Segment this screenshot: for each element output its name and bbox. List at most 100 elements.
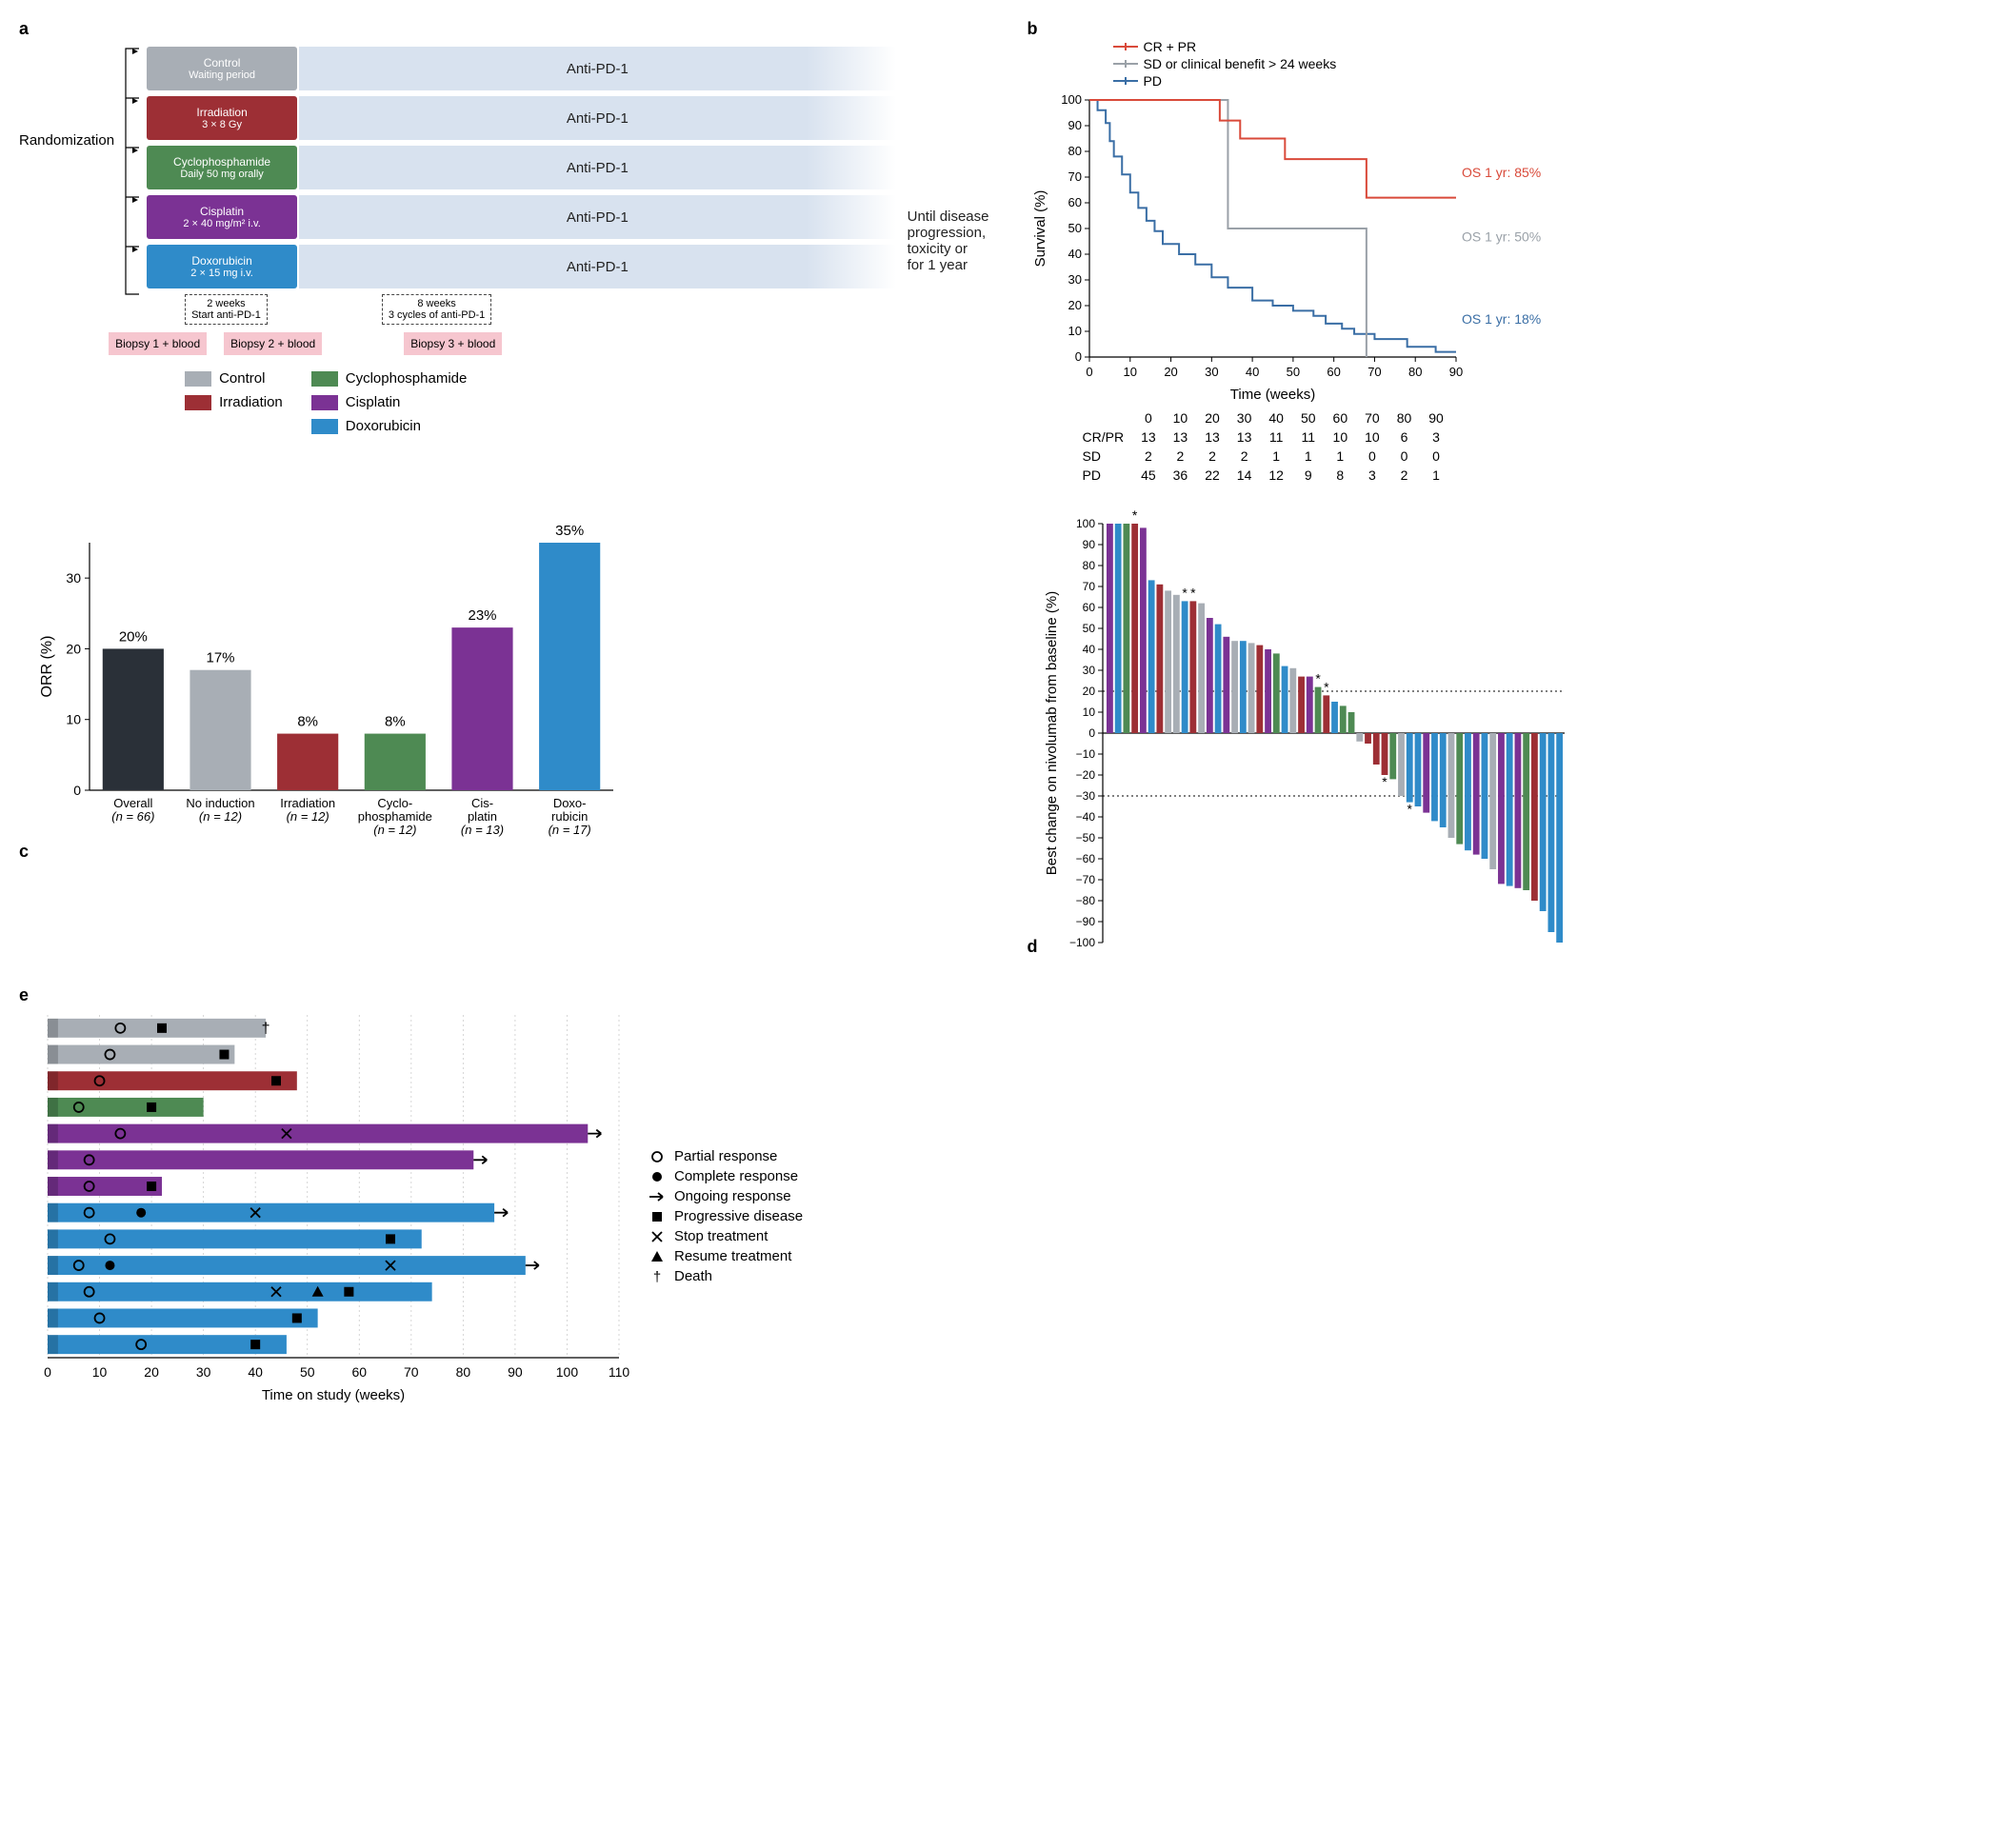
biopsy-2: Biopsy 2 + blood	[224, 332, 322, 355]
svg-text:40: 40	[1245, 365, 1258, 379]
swimmer-bar	[48, 1177, 162, 1196]
panel-c: c 0102030ORR (%)20%Overall(n = 66)17%No …	[19, 514, 989, 957]
waterfall-bar	[1482, 733, 1488, 859]
svg-text:ORR (%): ORR (%)	[39, 636, 55, 698]
svg-text:50: 50	[1083, 622, 1096, 635]
km-legend-item: PD	[1113, 73, 1998, 89]
svg-text:10: 10	[66, 712, 81, 727]
randomization-label: Randomization	[19, 132, 114, 149]
svg-text:100: 100	[1076, 517, 1095, 530]
svg-text:20: 20	[1083, 685, 1096, 698]
waterfall-bar	[1489, 733, 1496, 869]
svg-text:90: 90	[1083, 538, 1096, 551]
km-legend: CR + PRSD or clinical benefit > 24 weeks…	[1113, 39, 1998, 89]
waterfall-bar	[1465, 733, 1471, 850]
svg-text:−100: −100	[1069, 936, 1095, 949]
svg-text:*: *	[1407, 802, 1413, 817]
svg-text:8%: 8%	[385, 714, 406, 730]
note-8weeks: 8 weeks 3 cycles of anti-PD-1	[382, 294, 491, 325]
waterfall-bar	[1356, 733, 1363, 742]
svg-text:20: 20	[1164, 365, 1177, 379]
svg-text:40: 40	[248, 1364, 263, 1380]
swimmer-bar	[48, 1203, 494, 1222]
waterfall-bar	[1431, 733, 1438, 821]
svg-text:110: 110	[609, 1364, 630, 1380]
swim-legend-item: Resume treatment	[648, 1248, 803, 1264]
waterfall-bar	[1173, 595, 1180, 733]
svg-text:rubicin: rubicin	[551, 809, 588, 824]
svg-text:OS 1 yr: 85%: OS 1 yr: 85%	[1462, 165, 1541, 180]
svg-text:Overall: Overall	[113, 796, 152, 810]
panel-a-label: a	[19, 19, 29, 38]
svg-text:10: 10	[92, 1364, 108, 1380]
waterfall-bar	[1389, 733, 1396, 779]
svg-text:−20: −20	[1076, 768, 1096, 782]
waterfall-bar	[1282, 666, 1288, 733]
svg-text:−40: −40	[1076, 810, 1096, 824]
svg-text:70: 70	[1068, 169, 1081, 184]
waterfall-bar	[1407, 733, 1413, 803]
svg-text:0: 0	[44, 1364, 51, 1380]
waterfall-bar	[1307, 677, 1313, 733]
legend-item: Cisplatin	[311, 394, 468, 410]
waterfall-bar	[1548, 733, 1555, 932]
panel-e: e 0102030405060708090100110Time on study…	[19, 985, 989, 1405]
waterfall-bar	[1382, 733, 1388, 775]
svg-text:90: 90	[1448, 365, 1462, 379]
km-chart: 0102030405060708090100010203040506070809…	[1028, 90, 1561, 405]
svg-text:80: 80	[456, 1364, 471, 1380]
waterfall-bar	[1473, 733, 1480, 855]
arm-irradiation: Irradiation3 × 8 Gy	[147, 96, 297, 140]
svg-text:50: 50	[1286, 365, 1299, 379]
svg-text:80: 80	[1068, 144, 1081, 158]
waterfall-bar	[1190, 601, 1197, 733]
svg-text:*: *	[1132, 507, 1138, 523]
risk-table: 0102030405060708090CR/PR1313131311111010…	[1073, 407, 1453, 486]
waterfall-bar	[1373, 733, 1380, 765]
km-legend-item: SD or clinical benefit > 24 weeks	[1113, 56, 1998, 71]
waterfall-bar	[1398, 733, 1405, 796]
svg-text:20: 20	[144, 1364, 159, 1380]
svg-text:−50: −50	[1076, 831, 1096, 845]
waterfall-bar	[1440, 733, 1447, 827]
swimmer-bar	[48, 1098, 204, 1117]
waterfall-bar	[1556, 733, 1563, 943]
orr-bar	[539, 543, 600, 790]
swimmer-bar	[48, 1124, 588, 1143]
orr-bar	[364, 734, 425, 790]
svg-text:OS 1 yr: 50%: OS 1 yr: 50%	[1462, 229, 1541, 245]
until-note: Until disease progression, toxicity or f…	[908, 209, 989, 273]
svg-text:50: 50	[1068, 221, 1081, 235]
svg-text:(n = 12): (n = 12)	[286, 809, 329, 824]
waterfall-bar	[1240, 641, 1247, 733]
waterfall-bar	[1157, 585, 1164, 733]
panel-e-label: e	[19, 985, 29, 1004]
orr-bar	[102, 648, 163, 790]
svg-text:No induction: No induction	[186, 796, 254, 810]
waterfall-bar	[1331, 702, 1338, 733]
waterfall-bar	[1298, 677, 1305, 733]
svg-text:Time (weeks): Time (weeks)	[1229, 387, 1314, 403]
svg-text:0: 0	[1086, 365, 1092, 379]
orr-bar	[190, 670, 250, 790]
legend-item: Cyclophosphamide	[311, 370, 468, 387]
swimmer-bar	[48, 1071, 297, 1090]
svg-text:Cyclo-: Cyclo-	[377, 796, 412, 810]
arm-cisplatin: Cisplatin2 × 40 mg/m² i.v.	[147, 195, 297, 239]
svg-text:30: 30	[1083, 664, 1096, 677]
waterfall-bar	[1124, 524, 1130, 733]
orr-chart: 0102030ORR (%)20%Overall(n = 66)17%No in…	[32, 514, 623, 857]
svg-text:(n = 13): (n = 13)	[461, 823, 504, 837]
waterfall-bar	[1140, 527, 1147, 733]
swimmer-bar	[48, 1282, 432, 1302]
biopsy-3: Biopsy 3 + blood	[404, 332, 502, 355]
swim-legend-item: Complete response	[648, 1168, 803, 1184]
waterfall-bar	[1273, 653, 1280, 733]
panel-d-label: d	[1028, 937, 1038, 956]
svg-text:60: 60	[1068, 195, 1081, 209]
waterfall-bar	[1257, 646, 1264, 733]
svg-text:Time on study (weeks): Time on study (weeks)	[262, 1387, 405, 1403]
risk-row: PD453622141298321	[1075, 467, 1451, 484]
legend-item: Control	[185, 370, 283, 387]
waterfall-bar	[1107, 524, 1113, 733]
